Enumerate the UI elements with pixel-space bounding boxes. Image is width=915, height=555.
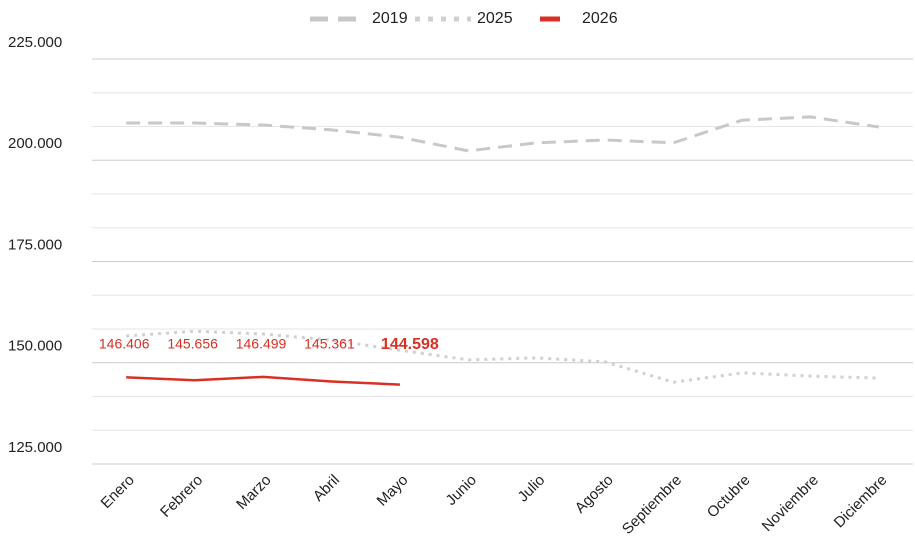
data-label: 145.656	[167, 336, 218, 352]
data-label: 146.406	[99, 336, 150, 352]
y-tick-label: 225.000	[8, 34, 62, 51]
data-label: 144.598	[381, 336, 439, 353]
line-2019	[126, 115, 880, 153]
x-tick-label: Febrero	[157, 472, 206, 521]
x-tick-label: Noviembre	[759, 472, 822, 535]
x-tick-label: Mayo	[374, 472, 412, 510]
y-tick-label: 175.000	[8, 236, 62, 253]
y-tick-label: 200.000	[8, 135, 62, 152]
x-tick-label: Diciembre	[831, 472, 891, 532]
y-tick-label: 125.000	[8, 439, 62, 456]
x-tick-label: Agosto	[572, 472, 617, 517]
x-tick-label: Julio	[515, 472, 549, 506]
y-tick-label: 150.000	[8, 338, 62, 355]
x-tick-label: Marzo	[233, 472, 274, 513]
x-tick-label: Abril	[310, 472, 343, 505]
x-tick-label: Septiembre	[619, 472, 685, 538]
legend-label: 2019	[372, 10, 408, 27]
data-label: 146.499	[236, 336, 287, 352]
x-tick-label: Octubre	[704, 472, 754, 522]
data-label: 145.361	[304, 336, 355, 352]
line-2025	[126, 329, 879, 384]
line-2026	[126, 375, 400, 386]
x-tick-label: Enero	[98, 472, 138, 512]
legend-label: 2026	[582, 10, 618, 27]
x-tick-label: Junio	[443, 472, 480, 509]
legend-label: 2025	[477, 10, 513, 27]
